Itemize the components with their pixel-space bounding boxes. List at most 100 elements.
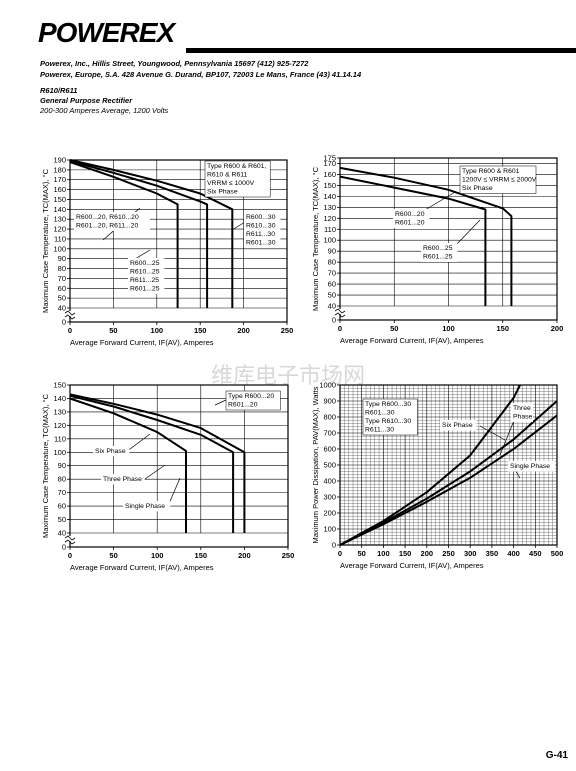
address-eu: Powerex, Europe, S.A. 428 Avenue G. Dura… <box>40 70 362 79</box>
chart: 0 40 50 60 70 80 90 100 110 120 130 140 150 160 170175… <box>311 154 563 346</box>
curve <box>339 400 558 546</box>
x-axis-label: Average Forward Current, IF(AV), Amperes <box>340 336 484 345</box>
watermark: 维库电子市场网 <box>211 363 365 388</box>
curve <box>339 414 558 546</box>
curve <box>69 394 235 533</box>
x-tick-label: 0 <box>338 324 342 333</box>
y-tick-label: 40 <box>328 302 336 311</box>
y-tick-label: 60 <box>328 280 336 289</box>
annotation: R611...25 <box>130 277 159 284</box>
annotation: Type R600 & R601, <box>207 163 266 170</box>
product: General Purpose Rectifier <box>40 96 133 105</box>
x-tick-label: 200 <box>551 324 564 333</box>
annotation: 1200V ≤ VRRM ≤ 2000V <box>462 177 537 184</box>
y-axis-label: Maximum Power Dissipation, PAV(MAX), Wat… <box>311 386 320 543</box>
x-tick-label: 200 <box>238 551 251 560</box>
y-tick-label: 110 <box>324 225 336 234</box>
plot-frame <box>69 384 289 548</box>
annotation: Type R600...30 <box>365 401 411 408</box>
y-axis-label: Maximum Case Temperature, TC(MAX), °C <box>41 168 50 313</box>
annotation-bg <box>508 461 556 472</box>
y-tick-label: 70 <box>58 488 66 497</box>
y-tick-label: 600 <box>323 445 336 454</box>
annotation: R610...30 <box>246 223 276 230</box>
y-tick-label: 160 <box>323 170 336 179</box>
leader-line <box>125 433 151 453</box>
annotation-bg <box>421 243 458 262</box>
y-tick-label: 0 <box>62 543 66 552</box>
annotation: VRRM ≤ 1000V <box>207 180 255 187</box>
y-tick-label: 500 <box>323 461 336 470</box>
x-tick-label: 0 <box>68 551 72 560</box>
y-tick-label: 120 <box>323 214 336 223</box>
y-tick-label: 40 <box>58 529 66 538</box>
rating: 200-300 Amperes Average, 1200 Volts <box>39 106 169 115</box>
x-tick-label: 150 <box>195 551 208 560</box>
chart: 0405060708090100110120130140150160170180… <box>41 156 293 348</box>
y-tick-label: 900 <box>323 397 336 406</box>
y-tick-label: 100 <box>53 244 66 253</box>
y-tick-label: 170 <box>53 175 66 184</box>
y-tick-label: 130 <box>53 407 66 416</box>
x-tick-label: 250 <box>442 549 455 558</box>
chart: 0 40 50 60 70 80 90 100 110 120 130 140 150 0 50 100 150… <box>41 381 294 573</box>
annotation: R601...20, R611...20 <box>76 223 138 230</box>
y-tick-label: 70 <box>328 269 336 278</box>
curve <box>69 397 187 533</box>
annotation: R601...25 <box>423 254 453 261</box>
x-tick-label: 0 <box>338 549 342 558</box>
y-tick-label: 50 <box>328 291 336 300</box>
y-tick-label: 90 <box>58 254 66 263</box>
y-tick-label: 300 <box>323 493 336 502</box>
y-tick-label: 80 <box>328 258 336 267</box>
annotation: R601...30 <box>246 240 276 247</box>
y-tick-label: 50 <box>58 294 66 303</box>
y-tick-label: 60 <box>58 284 66 293</box>
annotation-bg <box>362 398 418 436</box>
annotation: Three <box>513 405 531 412</box>
y-tick-label: 100 <box>53 448 66 457</box>
y-tick-label: 110 <box>54 434 66 443</box>
leader-line <box>454 219 481 247</box>
annotation: R601...20 <box>228 402 258 409</box>
annotation: R601...20 <box>395 220 425 227</box>
annotation-bg <box>393 209 430 228</box>
part-number: R610/R611 <box>40 86 77 95</box>
curve <box>339 175 487 306</box>
annotation-bg <box>511 403 533 422</box>
x-tick-label: 100 <box>377 549 390 558</box>
annotation-bg <box>74 212 150 231</box>
x-axis-label: Average Forward Current, IF(AV), Amperes <box>70 563 214 572</box>
x-tick-label: 50 <box>109 326 117 335</box>
x-tick-label: 50 <box>109 551 117 560</box>
plot-frame <box>339 384 558 546</box>
plot-frame <box>339 157 558 321</box>
x-tick-label: 150 <box>399 549 412 558</box>
annotation: Phase <box>513 414 532 421</box>
charts: 0405060708090100110120130140150160170180… <box>41 154 563 573</box>
annotation: Type R600...20 <box>228 393 274 400</box>
annotation-bg <box>123 501 171 512</box>
y-tick-label: 130 <box>323 203 336 212</box>
x-tick-label: 100 <box>151 551 164 560</box>
x-tick-label: 500 <box>551 549 564 558</box>
y-tick-label: 130 <box>53 215 66 224</box>
x-tick-label: 150 <box>194 326 207 335</box>
x-tick-label: 50 <box>358 549 366 558</box>
x-tick-label: 200 <box>421 549 434 558</box>
y-tick-label: 140 <box>323 192 336 201</box>
y-tick-label: 175 <box>323 154 336 163</box>
x-tick-label: 0 <box>68 326 72 335</box>
y-tick-label: 120 <box>53 225 66 234</box>
x-axis-label: Average Forward Current, IF(AV), Amperes <box>340 561 484 570</box>
annotation: Single Phase <box>125 503 165 510</box>
annotation: Six Phase <box>95 448 126 455</box>
annotation: R601...30 <box>365 410 395 417</box>
y-tick-label: 200 <box>323 509 336 518</box>
annotation: Type R610...30 <box>365 418 411 425</box>
annotation: R600...20 <box>395 211 425 218</box>
annotation: R600...20, R610...20 <box>76 214 139 221</box>
y-tick-label: 40 <box>58 304 66 313</box>
annotation: Six Phase <box>462 185 493 192</box>
address-us: Powerex, Inc., Hillis Street, Youngwood,… <box>40 59 309 68</box>
